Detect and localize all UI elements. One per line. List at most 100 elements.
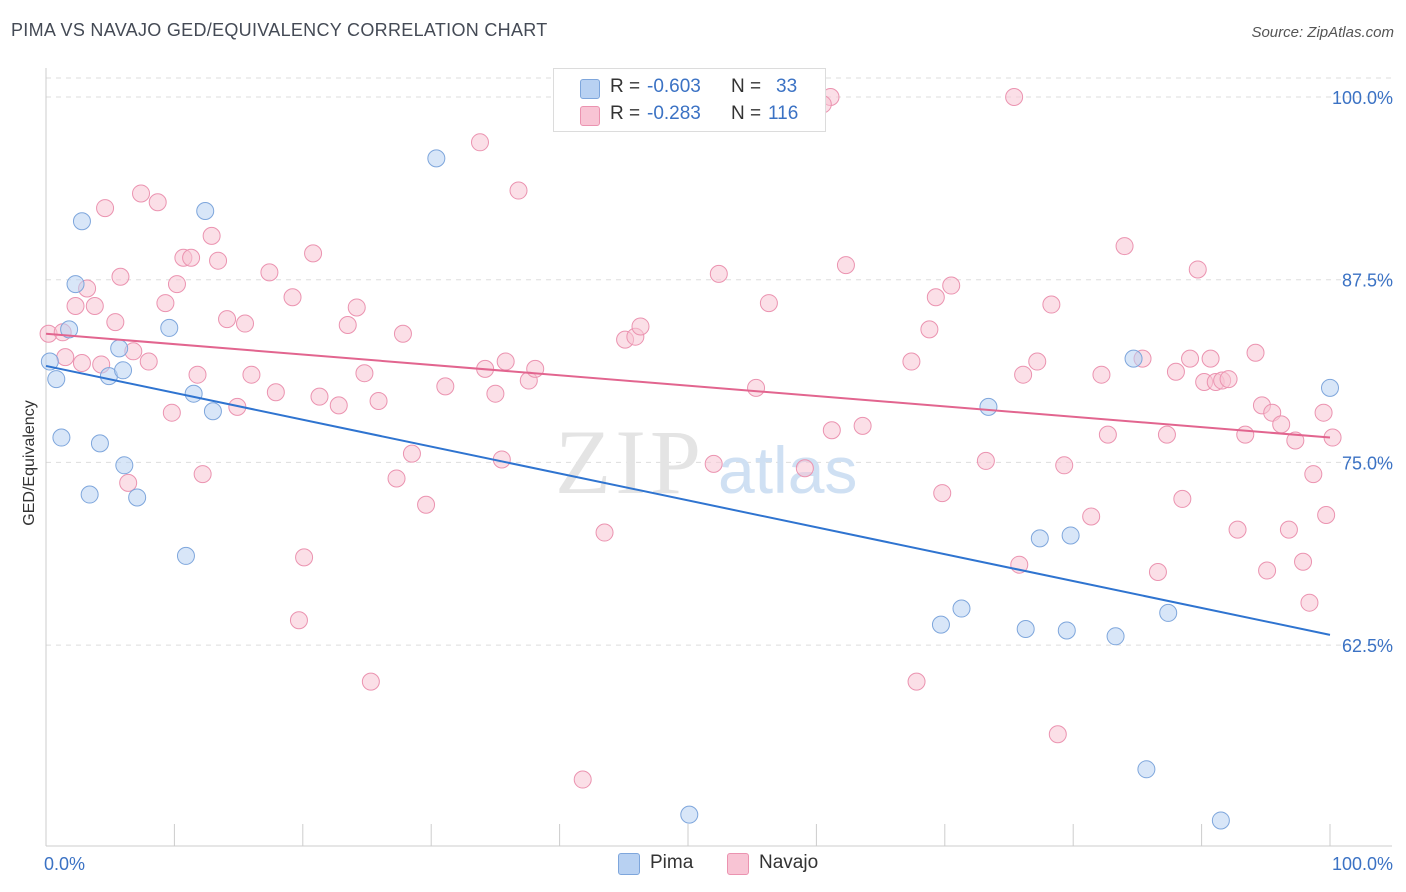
chart-title: PIMA VS NAVAJO GED/EQUIVALENCY CORRELATI… — [11, 20, 548, 40]
y-tick-label: 87.5% — [1342, 271, 1393, 291]
navajo-point — [1201, 349, 1220, 368]
navajo-point — [1042, 295, 1061, 314]
watermark-atlas: atlas — [718, 433, 857, 507]
navajo-point — [236, 314, 255, 333]
pima-point — [176, 546, 195, 565]
navajo-point — [509, 181, 528, 200]
legend-pima-label: Pima — [650, 852, 694, 873]
navajo-swatch — [580, 106, 600, 126]
pima-point — [427, 149, 446, 168]
pima-point — [952, 599, 971, 618]
pima-point — [114, 361, 133, 380]
pima-point — [680, 805, 699, 824]
navajo-point — [56, 348, 75, 367]
navajo-trend-line — [45, 332, 1331, 439]
pima-point — [52, 428, 71, 447]
navajo-point — [1304, 465, 1323, 484]
navajo-point — [310, 387, 329, 406]
navajo-point — [167, 275, 186, 294]
navajo-point — [496, 352, 515, 371]
navajo-point — [933, 484, 952, 503]
pima-trend-line — [45, 364, 1331, 636]
navajo-point — [132, 184, 151, 203]
navajo-point — [260, 263, 279, 282]
pima-point — [931, 615, 950, 634]
pima-point — [66, 275, 85, 294]
navajo-point — [66, 297, 85, 315]
navajo-point — [283, 288, 302, 307]
navajo-point — [266, 383, 285, 402]
pima-point — [115, 456, 134, 475]
navajo-point — [1173, 489, 1192, 508]
pima-n-value: 33 — [776, 76, 798, 97]
pima-point — [1211, 811, 1230, 830]
x-tick-label: 100.0% — [1332, 854, 1393, 874]
navajo-point — [822, 421, 841, 440]
navajo-point — [369, 392, 388, 410]
y-tick-label: 62.5% — [1342, 636, 1393, 656]
navajo-point — [106, 313, 125, 332]
navajo-point — [926, 288, 945, 307]
navajo-point — [759, 294, 778, 313]
navajo-point — [139, 352, 158, 371]
navajo-point — [119, 473, 138, 492]
navajo-point — [329, 396, 348, 415]
navajo-n-label: N = — [731, 103, 762, 124]
pima-n-label: N = — [731, 76, 762, 97]
pima-swatch — [580, 79, 600, 99]
pima-point — [90, 434, 109, 453]
navajo-point — [486, 384, 505, 403]
navajo-point — [338, 316, 357, 334]
pima-points — [40, 149, 1339, 830]
navajo-point — [1188, 260, 1207, 279]
navajo-point — [393, 324, 412, 343]
navajo-point — [1014, 365, 1033, 384]
navajo-point — [148, 193, 167, 212]
navajo-point — [156, 294, 175, 313]
navajo-point — [111, 267, 130, 286]
navajo-point — [836, 256, 855, 275]
navajo-point — [1294, 552, 1313, 571]
navajo-point — [747, 378, 766, 397]
trend-lines — [45, 332, 1331, 636]
navajo-point — [85, 297, 104, 315]
navajo-point — [1279, 520, 1298, 539]
navajo-point — [1048, 725, 1067, 744]
watermark: ZIP atlas — [555, 411, 857, 513]
pima-point — [979, 397, 998, 416]
pima-point — [110, 339, 129, 358]
navajo-point — [1258, 561, 1277, 580]
navajo-point — [902, 352, 921, 371]
pima-point — [1057, 621, 1076, 640]
legend-row-navajo: R = -0.283 N = 116 — [554, 100, 825, 128]
navajo-point — [573, 770, 592, 789]
navajo-point — [942, 276, 961, 295]
x-tick-label: 0.0% — [44, 854, 85, 874]
pima-point — [160, 318, 179, 337]
navajo-points — [39, 88, 1342, 789]
legend-pima-swatch — [618, 853, 640, 875]
navajo-point — [1314, 403, 1333, 422]
navajo-point — [976, 451, 995, 470]
navajo-point — [1157, 425, 1176, 444]
y-tick-label: 100.0% — [1332, 88, 1393, 108]
navajo-point — [1115, 237, 1134, 256]
correlation-legend: R = -0.603 N = 33 R = -0.283 N = 116 — [553, 68, 826, 132]
pima-point — [1159, 603, 1178, 622]
pima-point — [60, 320, 79, 339]
navajo-point — [795, 459, 814, 478]
navajo-point — [1181, 349, 1200, 368]
navajo-point — [361, 672, 380, 691]
navajo-point — [1286, 431, 1305, 450]
navajo-point — [202, 226, 221, 245]
navajo-point — [526, 359, 545, 378]
navajo-point — [1228, 520, 1247, 539]
pima-point — [196, 202, 215, 220]
navajo-point — [1005, 88, 1024, 106]
pima-point — [40, 352, 59, 371]
navajo-point — [218, 310, 237, 329]
navajo-point — [1219, 370, 1238, 389]
navajo-point — [182, 248, 201, 267]
navajo-point — [1272, 415, 1291, 434]
